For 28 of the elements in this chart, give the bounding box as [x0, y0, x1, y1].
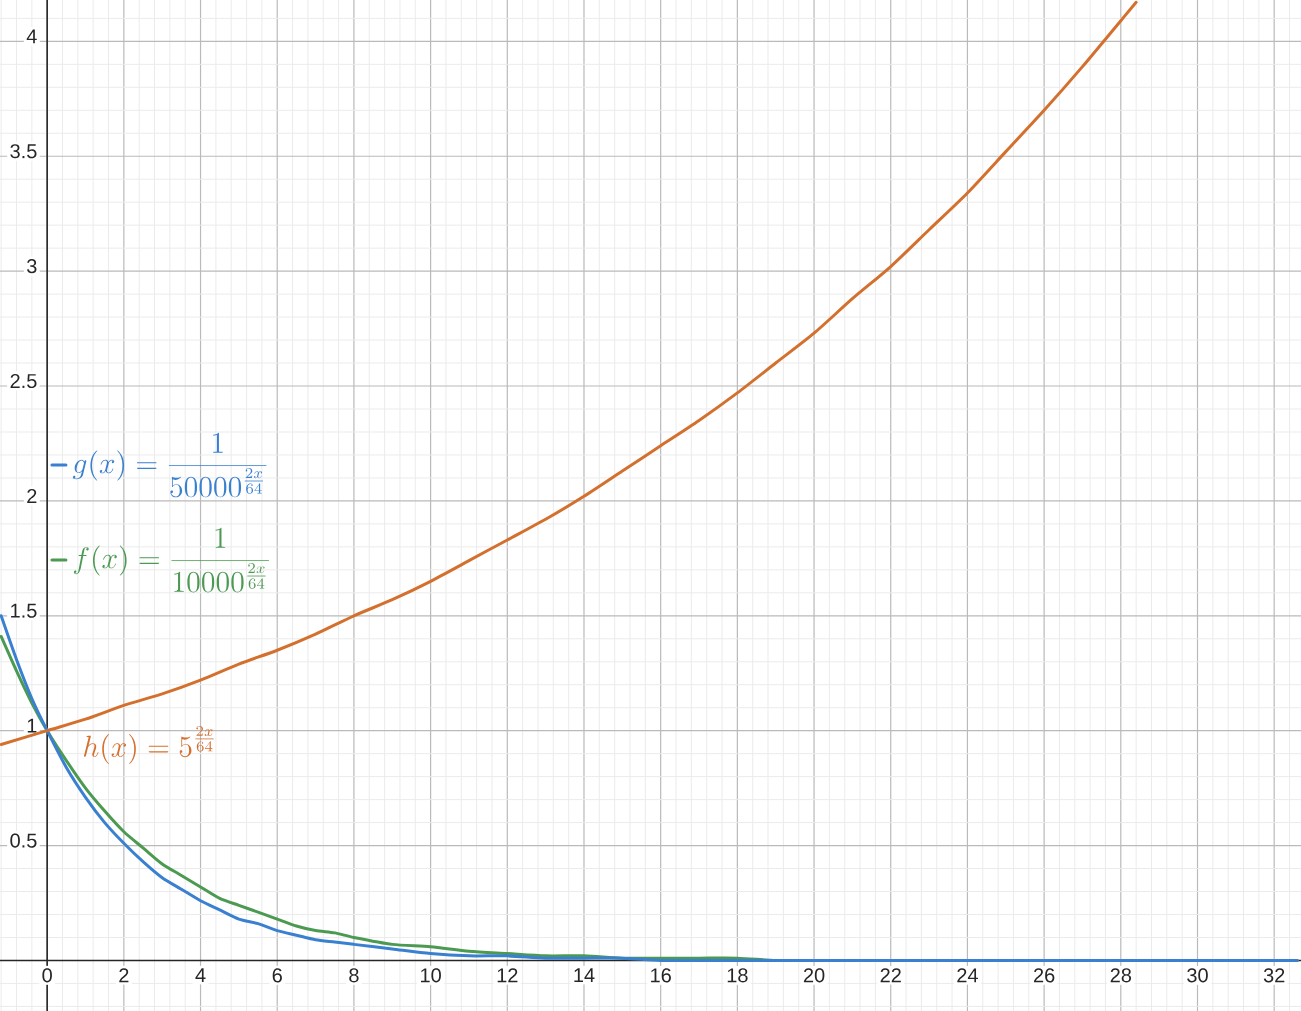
y-tick-label: 1.5 [11, 603, 37, 618]
x-tick-label: 22 [880, 968, 901, 983]
x-tick-label: 26 [1033, 968, 1055, 983]
x-tick-label: 10 [421, 968, 441, 983]
y-tick-label: 1 [27, 718, 37, 733]
x-tick-label: 6 [272, 968, 282, 983]
y-tick-label: 3.5 [10, 144, 37, 159]
x-tick-label: 14 [574, 968, 595, 983]
x-tick-label: 0 [42, 968, 52, 983]
legend-label: $f(x) = \frac{1}{10000^{\frac{2x}{64}}}$ [73, 527, 269, 593]
x-tick-label: 32 [1263, 968, 1285, 983]
x-tick-label: 24 [957, 968, 978, 983]
x-tick-label: 8 [349, 968, 359, 983]
x-tick-label: 18 [727, 968, 748, 983]
y-tick-label: 2 [27, 488, 37, 503]
y-tick-label: 3 [26, 259, 37, 274]
y-tick-label: 0.5 [10, 833, 37, 848]
x-tick-label: 20 [803, 968, 825, 983]
x-tick-label: 12 [497, 968, 518, 983]
y-tick-label: 4 [26, 29, 37, 44]
x-tick-label: 2 [119, 968, 129, 983]
legend-label: $g(x) = \frac{1}{50000^{\frac{2x}{64}}}$ [72, 432, 267, 498]
x-tick-label: 4 [195, 968, 206, 983]
series-label: $h(x) = 5^{\frac{2x}{64}}$ [84, 725, 214, 765]
y-tick-label: 2.5 [10, 373, 37, 389]
x-tick-label: 28 [1110, 968, 1132, 983]
x-tick-label: 16 [651, 968, 671, 983]
x-tick-label: 30 [1187, 968, 1208, 983]
